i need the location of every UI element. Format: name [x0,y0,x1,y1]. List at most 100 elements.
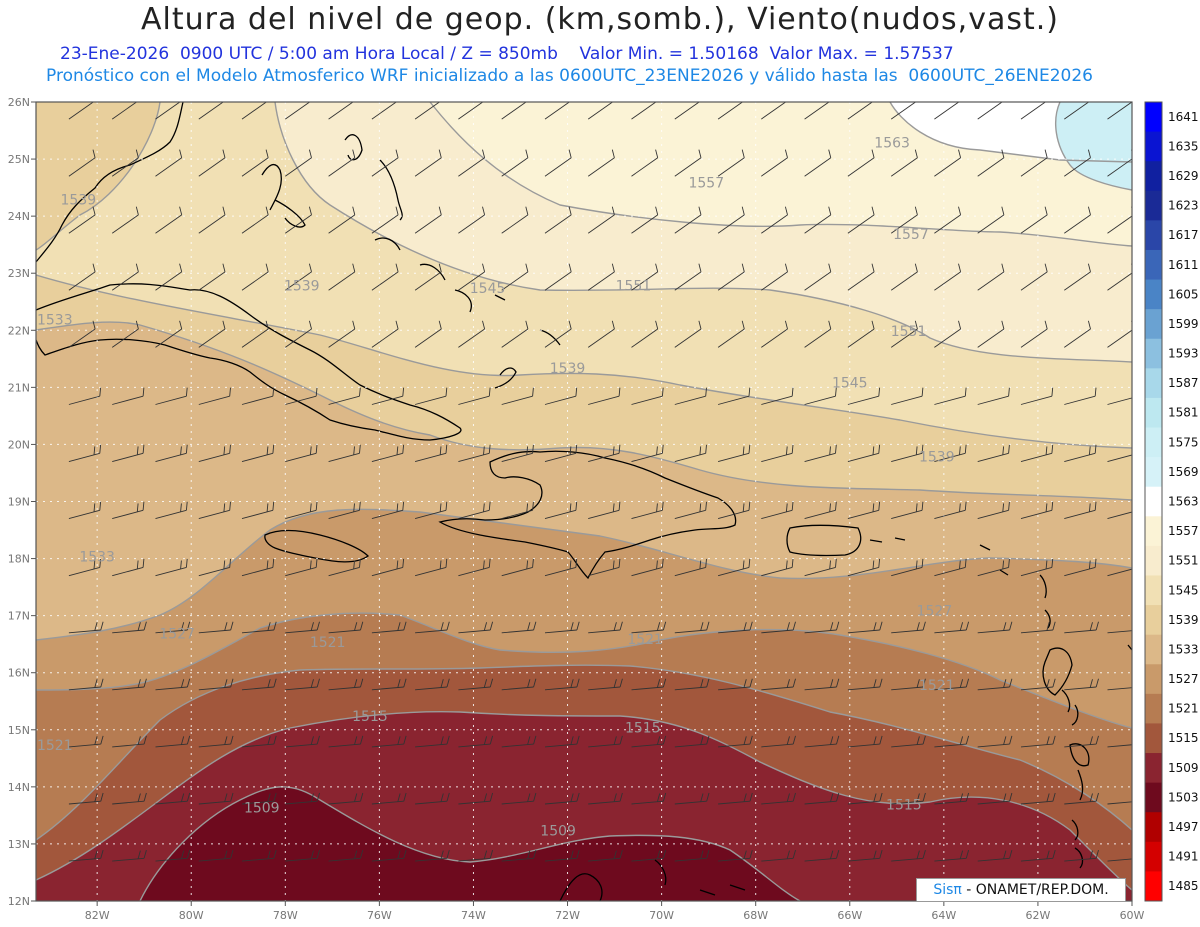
wind-barb [587,320,615,348]
colorbar-swatch [1145,812,1162,843]
colorbar-label: 1593 [1168,347,1199,361]
wind-barb [112,621,147,634]
wind-barb [717,558,751,577]
wind-barb [674,102,700,120]
colorbar-swatch [1145,486,1162,517]
wind-barb [977,102,1003,120]
wind-barb [934,206,962,234]
x-tick-label: 62W [1025,909,1050,922]
wind-barb [804,849,840,862]
colorbar-swatch [1145,220,1162,251]
latitude-axis: 26N 25N 24N 23N 22N 21N 20N 19N 18N 17N 16N 15N 14N 1… [8,96,36,908]
colorbar-label: 1545 [1168,583,1199,597]
wind-barb [544,444,578,463]
wind-barb [68,621,104,634]
wind-barb [1064,849,1099,862]
contour-label: 1539 [550,361,586,377]
wind-barb [198,621,234,634]
wind-barb [1020,558,1054,577]
wind-barb [977,792,1013,805]
contour-label: 1521 [919,678,955,694]
wind-barb [68,444,102,463]
colorbar-swatch [1145,871,1162,902]
colorbar-label: 1521 [1168,702,1199,716]
wind-barb [198,558,231,577]
wind-barb [1020,501,1054,520]
credit-brand: Sisπ [933,882,962,898]
wind-barb [241,102,268,120]
wind-barb [155,849,191,862]
wind-barb [890,320,918,348]
wind-barb [544,320,572,348]
wind-barb [371,444,405,463]
lat-lon-grid [36,102,1132,901]
wind-barb [1064,387,1097,405]
wind-barb [674,263,702,291]
colorbar-label: 1635 [1168,139,1199,153]
contour-label: 1557 [893,227,929,243]
wind-barb [501,792,537,805]
wind-barb [804,320,832,348]
wind-barb [458,206,486,234]
wind-barb [588,621,623,634]
wind-barb [544,558,578,577]
wind-barb [977,320,1005,348]
wind-barb [1020,621,1056,634]
wind-barb [198,735,234,748]
wind-barb [328,621,364,634]
wind-barb [1107,397,1132,405]
contour-label: 1521 [627,632,663,648]
wind-barb [155,621,191,634]
colorbar-swatch [1145,575,1162,606]
colorbar-label: 1527 [1168,672,1199,686]
wind-barb [285,444,318,463]
wind-barb [68,206,96,234]
wind-barb [328,320,356,348]
colorbar-swatch [1145,190,1162,221]
y-tick-label: 14N [8,781,30,794]
colorbar-label: 1491 [1168,850,1199,864]
wind-barb [414,149,442,177]
wind-barb [891,849,926,862]
wind-barb [458,263,486,291]
wind-barb [544,621,580,634]
x-tick-label: 80W [179,909,204,922]
wind-barb [847,206,875,234]
wind-barb [761,444,794,463]
contour-label: 1515 [625,721,661,737]
wind-barb [371,501,405,520]
contour-label: 1527 [159,626,195,642]
wind-barb [285,501,318,520]
wind-barb [501,320,529,348]
wind-barb [371,849,407,862]
colorbar-label: 1575 [1168,435,1199,449]
wind-barb [241,735,277,748]
wind-barb [847,149,875,177]
colorbar-frame [1144,101,1163,902]
colorbar-label: 1503 [1168,790,1199,804]
wind-barb [1064,621,1099,634]
x-tick-label: 70W [649,909,674,922]
wind-barb [1107,630,1132,634]
wind-barb [544,792,580,805]
contour-label: 1515 [352,709,388,725]
wind-barb [891,735,926,748]
wind-barb [112,678,147,691]
wind-barb [198,263,226,291]
wind-barb [718,678,753,691]
wind-barb [847,501,881,520]
wind-barb [674,621,710,634]
colorbar-label: 1485 [1168,879,1199,893]
wind-barb [501,102,527,120]
wind-barb [674,792,710,805]
wind-barb [761,558,794,577]
wind-barb [761,387,794,405]
wind-barb [761,206,788,234]
wind-barb [631,387,664,405]
wind-barb [890,149,918,177]
wind-barb [68,263,96,291]
wind-barb [241,387,275,405]
wind-barb [761,849,796,862]
wind-barb [501,149,529,177]
